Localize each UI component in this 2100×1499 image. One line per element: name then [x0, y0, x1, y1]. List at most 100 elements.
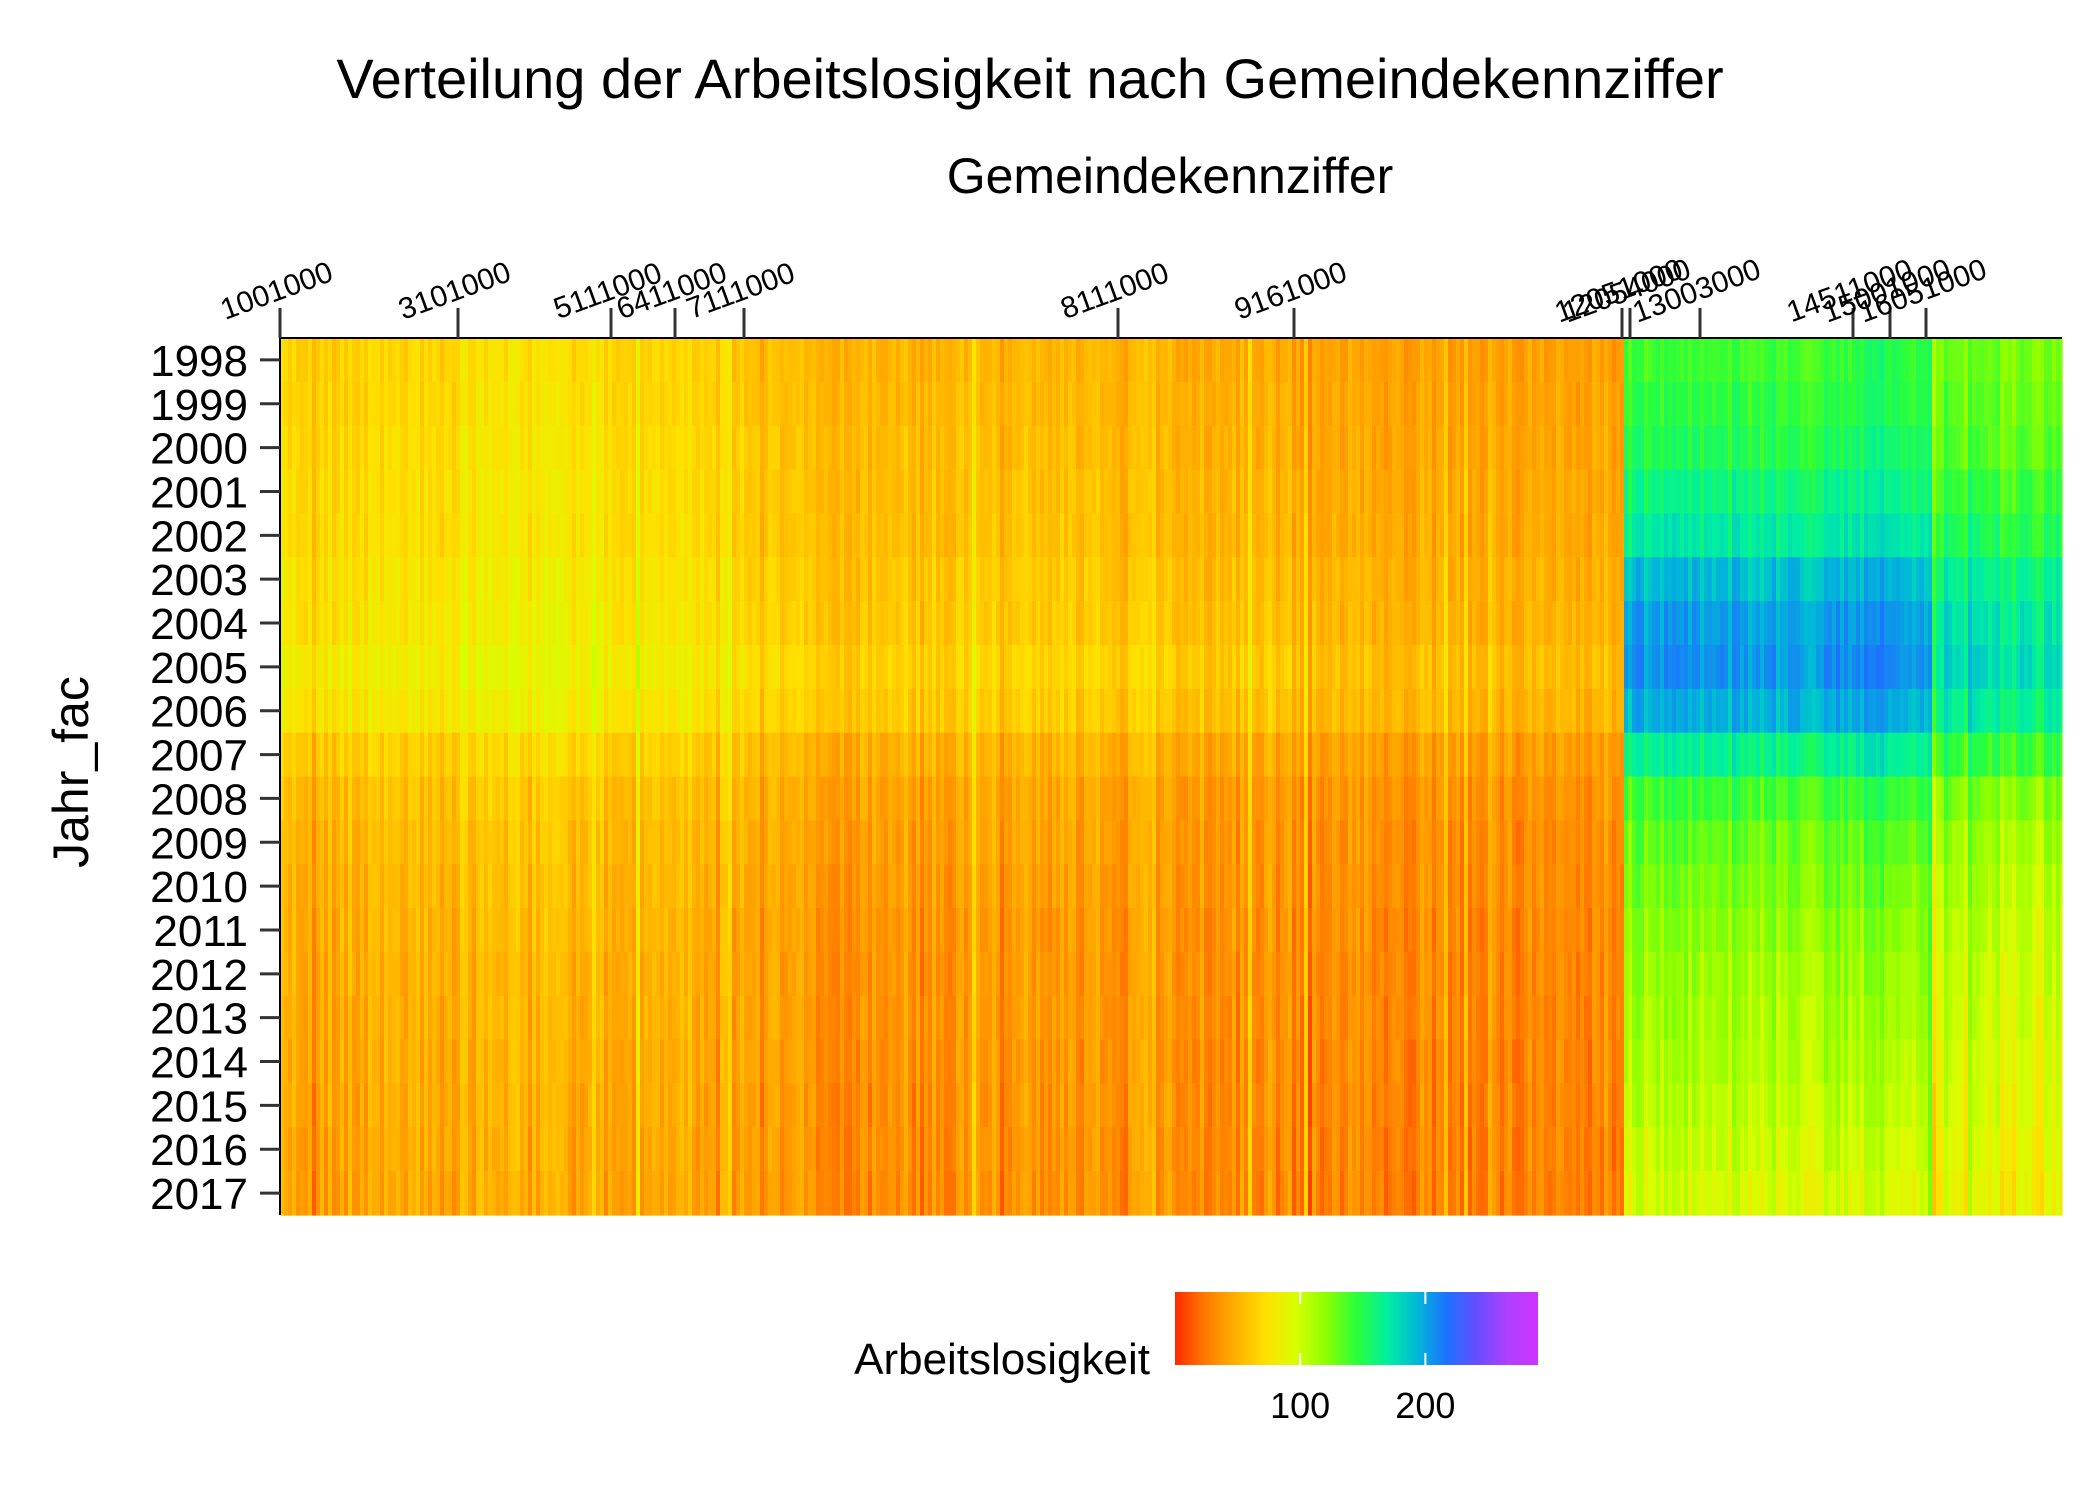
heatmap-cell	[1168, 995, 1173, 1041]
heatmap-cell	[304, 557, 309, 602]
heatmap-cell	[616, 381, 621, 427]
heatmap-cell	[1136, 820, 1141, 865]
heatmap-cell	[476, 951, 481, 997]
heatmap-cell	[288, 1083, 293, 1128]
heatmap-cell	[628, 864, 633, 909]
heatmap-cell	[764, 557, 769, 602]
heatmap-cell	[512, 1039, 517, 1085]
heatmap-cell	[936, 644, 941, 690]
heatmap-cell	[556, 688, 561, 734]
heatmap-cell	[1076, 1083, 1081, 1128]
heatmap-cell	[668, 820, 673, 865]
heatmap-cell	[1212, 864, 1217, 909]
heatmap-cell	[1176, 601, 1181, 646]
heatmap-cell	[360, 381, 365, 427]
heatmap-cell	[832, 864, 837, 909]
heatmap-cell	[728, 908, 733, 953]
heatmap-cell	[676, 557, 681, 602]
heatmap-cell	[1024, 951, 1029, 997]
heatmap-cell	[304, 601, 309, 646]
heatmap-cell	[696, 338, 701, 383]
heatmap-cell	[796, 1083, 801, 1128]
heatmap-cell	[1176, 1083, 1181, 1128]
heatmap-cell	[636, 425, 641, 471]
heatmap-cell	[588, 776, 593, 821]
heatmap-cell	[356, 864, 361, 909]
heatmap-cell	[772, 469, 777, 514]
heatmap-cell	[984, 425, 989, 471]
heatmap-cell	[668, 1083, 673, 1128]
heatmap-cell	[760, 820, 765, 865]
heatmap-cell	[1004, 601, 1009, 646]
heatmap-cell	[888, 425, 893, 471]
heatmap-cell	[1072, 776, 1077, 821]
heatmap-cell	[728, 820, 733, 865]
heatmap-cell	[488, 820, 493, 865]
heatmap-cell	[656, 864, 661, 909]
heatmap-cell	[700, 644, 705, 690]
heatmap-cell	[744, 469, 749, 514]
heatmap-cell	[852, 732, 857, 778]
heatmap-cell	[1016, 776, 1021, 821]
heatmap-cell	[1240, 1039, 1245, 1085]
heatmap-cell	[780, 425, 785, 471]
heatmap-cell	[1240, 513, 1245, 558]
heatmap-cell	[1028, 469, 1033, 514]
heatmap-cell	[284, 644, 289, 690]
heatmap-cell	[1004, 776, 1009, 821]
heatmap-cell	[576, 864, 581, 909]
heatmap-cell	[392, 951, 397, 997]
heatmap-cell	[284, 776, 289, 821]
heatmap-cell	[884, 469, 889, 514]
heatmap-cell	[348, 1127, 353, 1172]
heatmap-cell	[1056, 557, 1061, 602]
heatmap-cell	[996, 513, 1001, 558]
heatmap-cell	[672, 513, 677, 558]
heatmap-cell	[816, 951, 821, 997]
heatmap-cell	[1264, 1127, 1269, 1172]
heatmap-cell	[408, 469, 413, 514]
heatmap-cell	[756, 995, 761, 1041]
heatmap-cell	[1260, 1039, 1265, 1085]
heatmap-cell	[760, 557, 765, 602]
heatmap-cell	[704, 601, 709, 646]
heatmap-cell	[284, 820, 289, 865]
heatmap-cell	[1224, 1171, 1229, 1216]
heatmap-cell	[608, 820, 613, 865]
heatmap-cell	[908, 1039, 913, 1085]
heatmap-cell	[1124, 732, 1129, 778]
heatmap-cell	[1152, 908, 1157, 953]
heatmap-cell	[1184, 688, 1189, 734]
heatmap-cell	[404, 1039, 409, 1085]
heatmap-cell	[1180, 469, 1185, 514]
heatmap-cell	[328, 995, 333, 1041]
heatmap-cell	[908, 864, 913, 909]
heatmap-cell	[716, 951, 721, 997]
heatmap-cell	[604, 1171, 609, 1216]
heatmap-cell	[840, 732, 845, 778]
heatmap-cell	[1004, 951, 1009, 997]
heatmap-cell	[480, 557, 485, 602]
heatmap-cell	[1176, 338, 1181, 383]
heatmap-cell	[1192, 820, 1197, 865]
heatmap-cell	[408, 1039, 413, 1085]
heatmap-cell	[1052, 1083, 1057, 1128]
heatmap-cell	[588, 644, 593, 690]
heatmap-cell	[488, 381, 493, 427]
heatmap-cell	[1036, 1039, 1041, 1085]
heatmap-cell	[756, 1083, 761, 1128]
heatmap-cell	[680, 338, 685, 383]
heatmap-cell	[776, 644, 781, 690]
heatmap-cell	[1236, 995, 1241, 1041]
heatmap-cell	[284, 1127, 289, 1172]
heatmap-cell	[900, 908, 905, 953]
heatmap-cell	[1028, 644, 1033, 690]
heatmap-cell	[500, 425, 505, 471]
heatmap-cell	[1268, 1171, 1273, 1216]
heatmap-cell	[584, 995, 589, 1041]
heatmap-cell	[784, 338, 789, 383]
heatmap-cell	[964, 732, 969, 778]
heatmap-cell	[564, 776, 569, 821]
heatmap-cell	[416, 776, 421, 821]
heatmap-cell	[804, 820, 809, 865]
